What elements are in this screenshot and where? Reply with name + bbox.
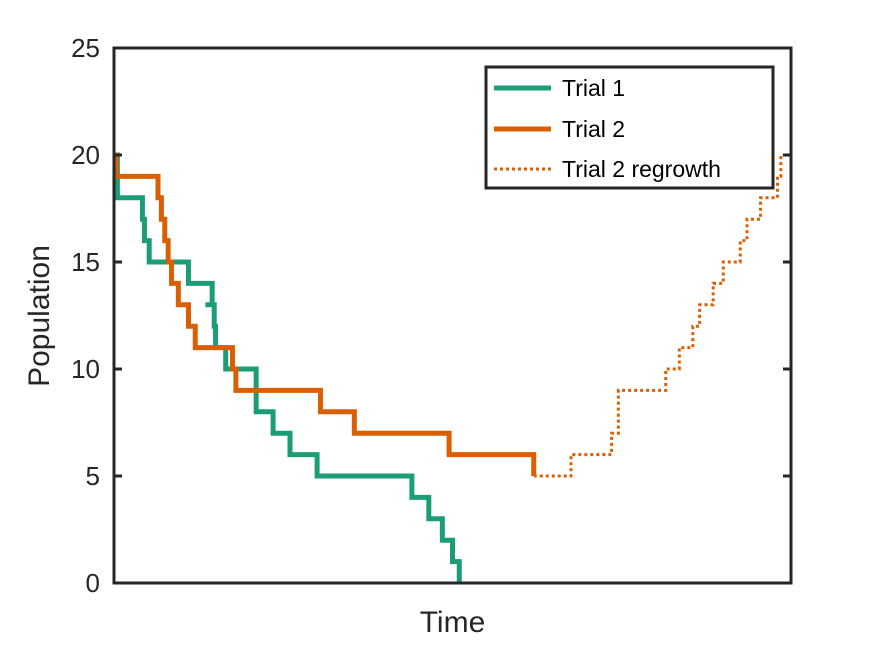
y-tick-label: 5 <box>86 461 100 491</box>
y-tick-label: 10 <box>71 354 100 384</box>
y-axis-label: Population <box>23 245 56 387</box>
legend-label-trial-2: Trial 2 <box>562 116 625 142</box>
y-tick-label: 15 <box>71 247 100 277</box>
y-tick-label: 0 <box>86 568 100 598</box>
y-tick-label: 25 <box>71 33 100 63</box>
series-line-trial-1 <box>114 152 462 583</box>
ticks-layer: 0 5 10 15 20 25 <box>71 33 791 598</box>
series-line-trial-2-regrowth <box>533 133 793 478</box>
plot-frame <box>112 46 793 585</box>
x-axis-label: Time <box>420 606 486 639</box>
series-layer <box>113 133 793 583</box>
legend: Trial 1 Trial 2 Trial 2 regrowth <box>484 65 775 190</box>
legend-label-trial-2-regrowth: Trial 2 regrowth <box>562 156 721 182</box>
y-tick-label: 20 <box>71 140 100 170</box>
series-line-trial-2 <box>113 152 537 476</box>
legend-label-trial-1: Trial 1 <box>562 75 625 101</box>
